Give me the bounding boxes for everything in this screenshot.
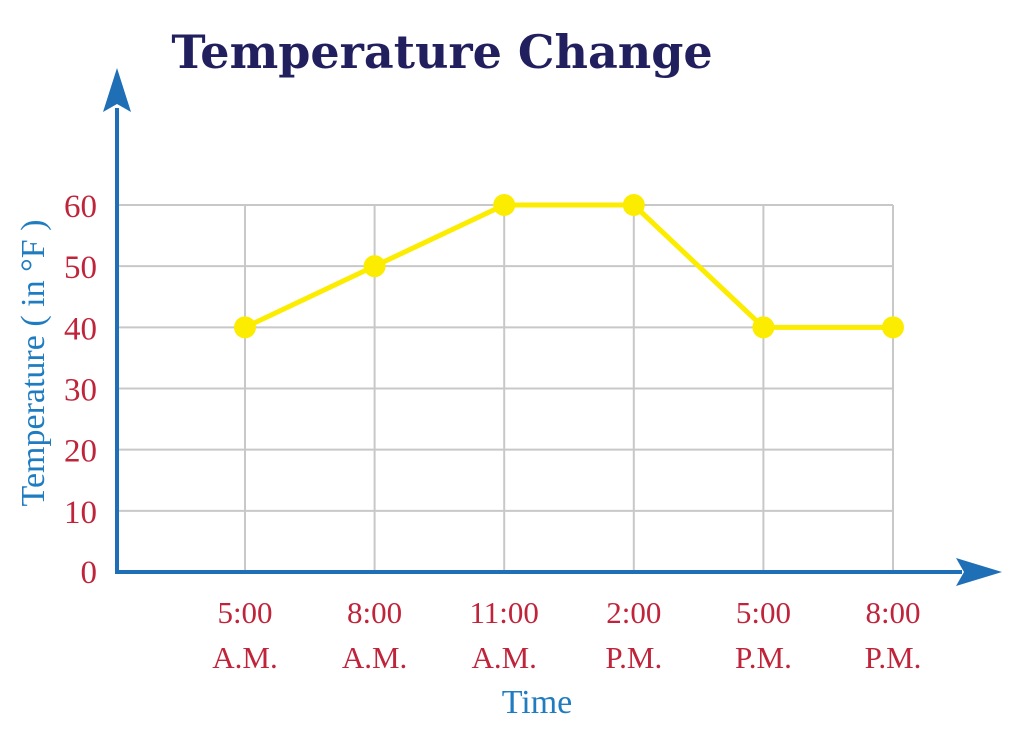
y-axis-arrowhead xyxy=(103,68,131,112)
y-axis-label: Temperature ( in °F ) xyxy=(15,220,52,507)
y-tick-label: 60 xyxy=(64,189,97,225)
y-tick-label: 30 xyxy=(64,373,97,409)
y-tick-label: 0 xyxy=(81,555,98,591)
x-tick-label: 5:00 xyxy=(736,595,791,630)
y-tick-labels: 0 10 20 30 40 50 60 xyxy=(64,189,97,591)
data-point-2 xyxy=(493,194,516,216)
x-axis-arrowhead xyxy=(956,558,1002,586)
x-tick-label: A.M. xyxy=(471,640,536,675)
series-temperature xyxy=(234,194,904,339)
chart-title: Temperature Change xyxy=(171,25,712,79)
x-tick-label: 5:00 xyxy=(217,595,272,630)
series-line xyxy=(243,202,893,330)
x-tick-label: A.M. xyxy=(212,640,277,675)
y-tick-label: 10 xyxy=(64,495,97,531)
data-point-4 xyxy=(752,316,775,339)
x-tick-labels: 5:00 A.M. 8:00 A.M. 11:00 A.M. 2:00 P.M. 5:00 P.M… xyxy=(212,595,921,675)
data-point-5 xyxy=(882,316,904,339)
x-tick-label: P.M. xyxy=(735,640,792,675)
x-tick-label: 8:00 xyxy=(865,595,920,630)
x-tick-label: 11:00 xyxy=(469,595,538,630)
grid xyxy=(117,204,894,572)
x-tick-label: 2:00 xyxy=(606,595,661,630)
x-tick-label: 8:00 xyxy=(347,595,402,630)
data-point-0 xyxy=(234,316,256,339)
y-tick-label: 40 xyxy=(64,311,97,347)
y-tick-label: 20 xyxy=(64,434,97,470)
data-point-1 xyxy=(363,255,386,278)
y-tick-label: 50 xyxy=(64,250,97,286)
data-point-3 xyxy=(622,194,645,216)
x-tick-label: P.M. xyxy=(605,640,662,675)
axes xyxy=(103,68,1002,586)
x-axis-label: Time xyxy=(502,684,573,721)
x-tick-label: A.M. xyxy=(342,640,407,675)
x-tick-label: P.M. xyxy=(865,640,922,675)
